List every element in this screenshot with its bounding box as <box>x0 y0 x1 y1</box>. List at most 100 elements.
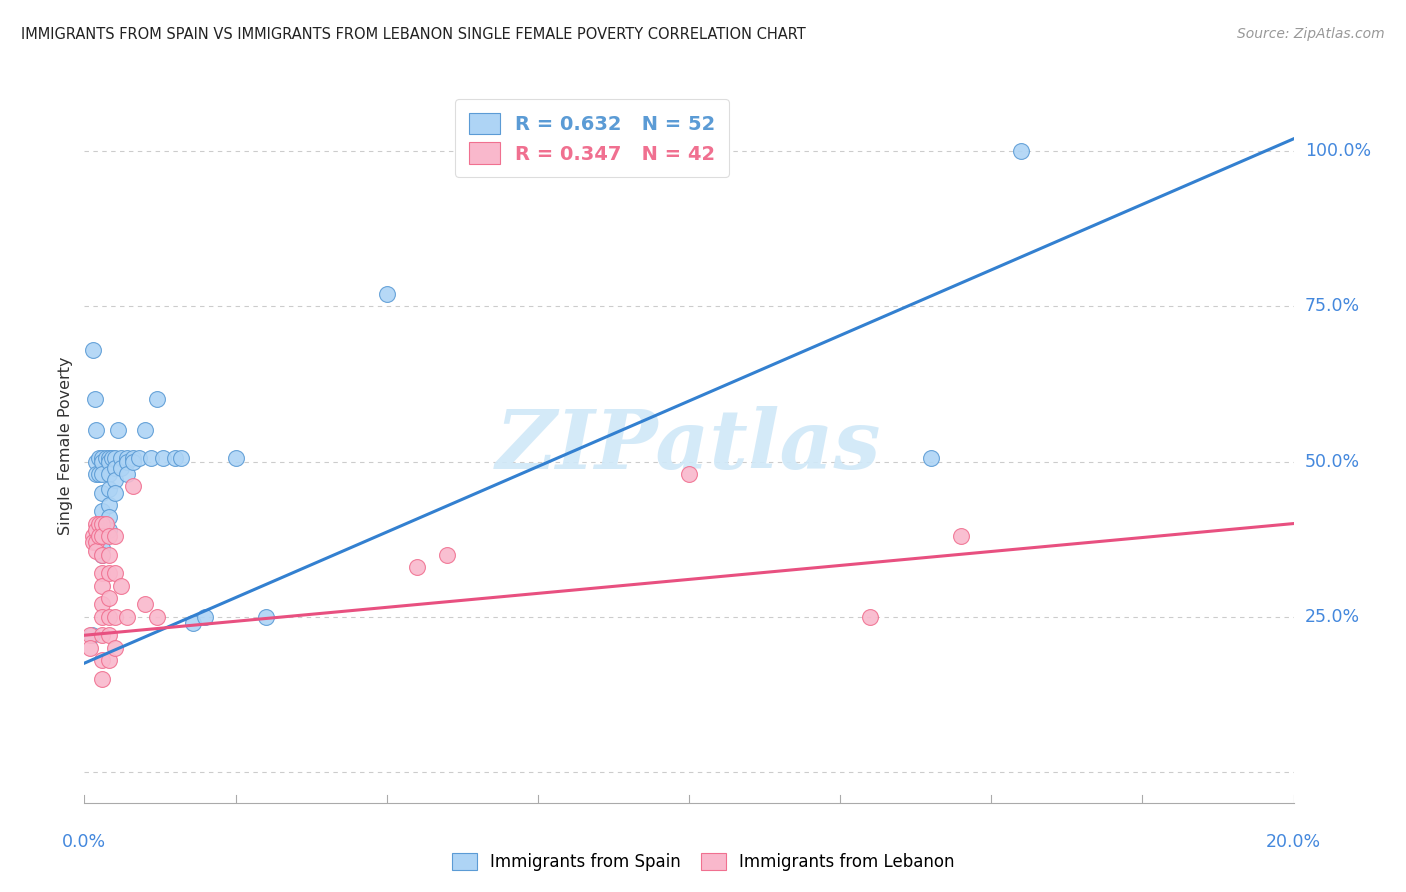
Point <box>89 467 111 481</box>
Point <box>107 424 129 438</box>
Point <box>152 451 174 466</box>
Point <box>91 579 114 593</box>
Point <box>859 609 882 624</box>
Point <box>91 653 114 667</box>
Point <box>97 451 120 466</box>
Point <box>97 566 120 581</box>
Point <box>86 516 108 531</box>
Point <box>97 653 120 667</box>
Point <box>79 628 101 642</box>
Point <box>97 467 120 481</box>
Point <box>104 451 127 466</box>
Point <box>128 451 150 466</box>
Point <box>950 529 973 543</box>
Point <box>86 467 108 481</box>
Point <box>121 451 143 466</box>
Point <box>91 541 114 556</box>
Point <box>104 609 127 624</box>
Point <box>194 609 217 624</box>
Point <box>97 609 120 624</box>
Point <box>79 640 101 655</box>
Point <box>104 566 127 581</box>
Point <box>82 529 104 543</box>
Point <box>170 451 193 466</box>
Point <box>94 451 117 466</box>
Point <box>91 504 114 518</box>
Point <box>100 451 122 466</box>
Point <box>115 451 138 466</box>
Point <box>91 628 114 642</box>
Point <box>97 529 120 543</box>
Text: 100.0%: 100.0% <box>1305 142 1371 161</box>
Point <box>91 451 114 466</box>
Point <box>110 451 132 466</box>
Point <box>91 454 114 468</box>
Point <box>84 392 107 407</box>
Point <box>97 591 120 605</box>
Point <box>89 451 111 466</box>
Point <box>82 343 104 357</box>
Point <box>110 460 132 475</box>
Legend: R = 0.632   N = 52, R = 0.347   N = 42: R = 0.632 N = 52, R = 0.347 N = 42 <box>456 99 730 178</box>
Point <box>91 566 114 581</box>
Point <box>86 544 108 558</box>
Point <box>94 516 117 531</box>
Text: IMMIGRANTS FROM SPAIN VS IMMIGRANTS FROM LEBANON SINGLE FEMALE POVERTY CORRELATI: IMMIGRANTS FROM SPAIN VS IMMIGRANTS FROM… <box>21 27 806 42</box>
Point <box>115 467 138 481</box>
Point <box>91 485 114 500</box>
Point <box>920 451 942 466</box>
Text: 25.0%: 25.0% <box>1305 607 1360 625</box>
Text: 0.0%: 0.0% <box>62 833 107 851</box>
Point <box>375 287 398 301</box>
Legend: Immigrants from Spain, Immigrants from Lebanon: Immigrants from Spain, Immigrants from L… <box>443 845 963 880</box>
Point <box>91 529 114 543</box>
Point <box>163 451 186 466</box>
Point <box>97 454 120 468</box>
Point <box>115 454 138 468</box>
Point <box>89 529 111 543</box>
Point <box>146 609 169 624</box>
Point <box>86 535 108 549</box>
Point <box>86 424 108 438</box>
Point <box>181 615 204 630</box>
Text: Source: ZipAtlas.com: Source: ZipAtlas.com <box>1237 27 1385 41</box>
Point <box>104 485 127 500</box>
Point <box>91 548 114 562</box>
Point <box>91 467 114 481</box>
Point <box>121 454 143 468</box>
Point <box>134 597 156 611</box>
Point <box>115 609 138 624</box>
Text: 20.0%: 20.0% <box>1265 833 1322 851</box>
Point <box>97 498 120 512</box>
Y-axis label: Single Female Poverty: Single Female Poverty <box>58 357 73 535</box>
Point <box>89 516 111 531</box>
Text: 50.0%: 50.0% <box>1305 452 1360 470</box>
Point <box>406 560 429 574</box>
Point <box>97 628 120 642</box>
Point <box>91 516 114 531</box>
Point <box>86 454 108 468</box>
Point <box>225 451 247 466</box>
Point <box>104 640 127 655</box>
Point <box>97 523 120 537</box>
Point <box>254 609 277 624</box>
Point <box>678 467 700 481</box>
Point <box>91 597 114 611</box>
Point <box>139 451 162 466</box>
Point <box>104 460 127 475</box>
Point <box>436 548 458 562</box>
Point <box>104 529 127 543</box>
Point <box>110 579 132 593</box>
Point <box>104 473 127 487</box>
Point <box>80 628 103 642</box>
Point <box>91 548 114 562</box>
Point <box>97 510 120 524</box>
Point <box>97 483 120 497</box>
Point <box>91 609 114 624</box>
Point <box>91 529 114 543</box>
Point <box>91 516 114 531</box>
Text: ZIPatlas: ZIPatlas <box>496 406 882 486</box>
Point <box>134 424 156 438</box>
Point <box>91 672 114 686</box>
Text: 75.0%: 75.0% <box>1305 297 1360 316</box>
